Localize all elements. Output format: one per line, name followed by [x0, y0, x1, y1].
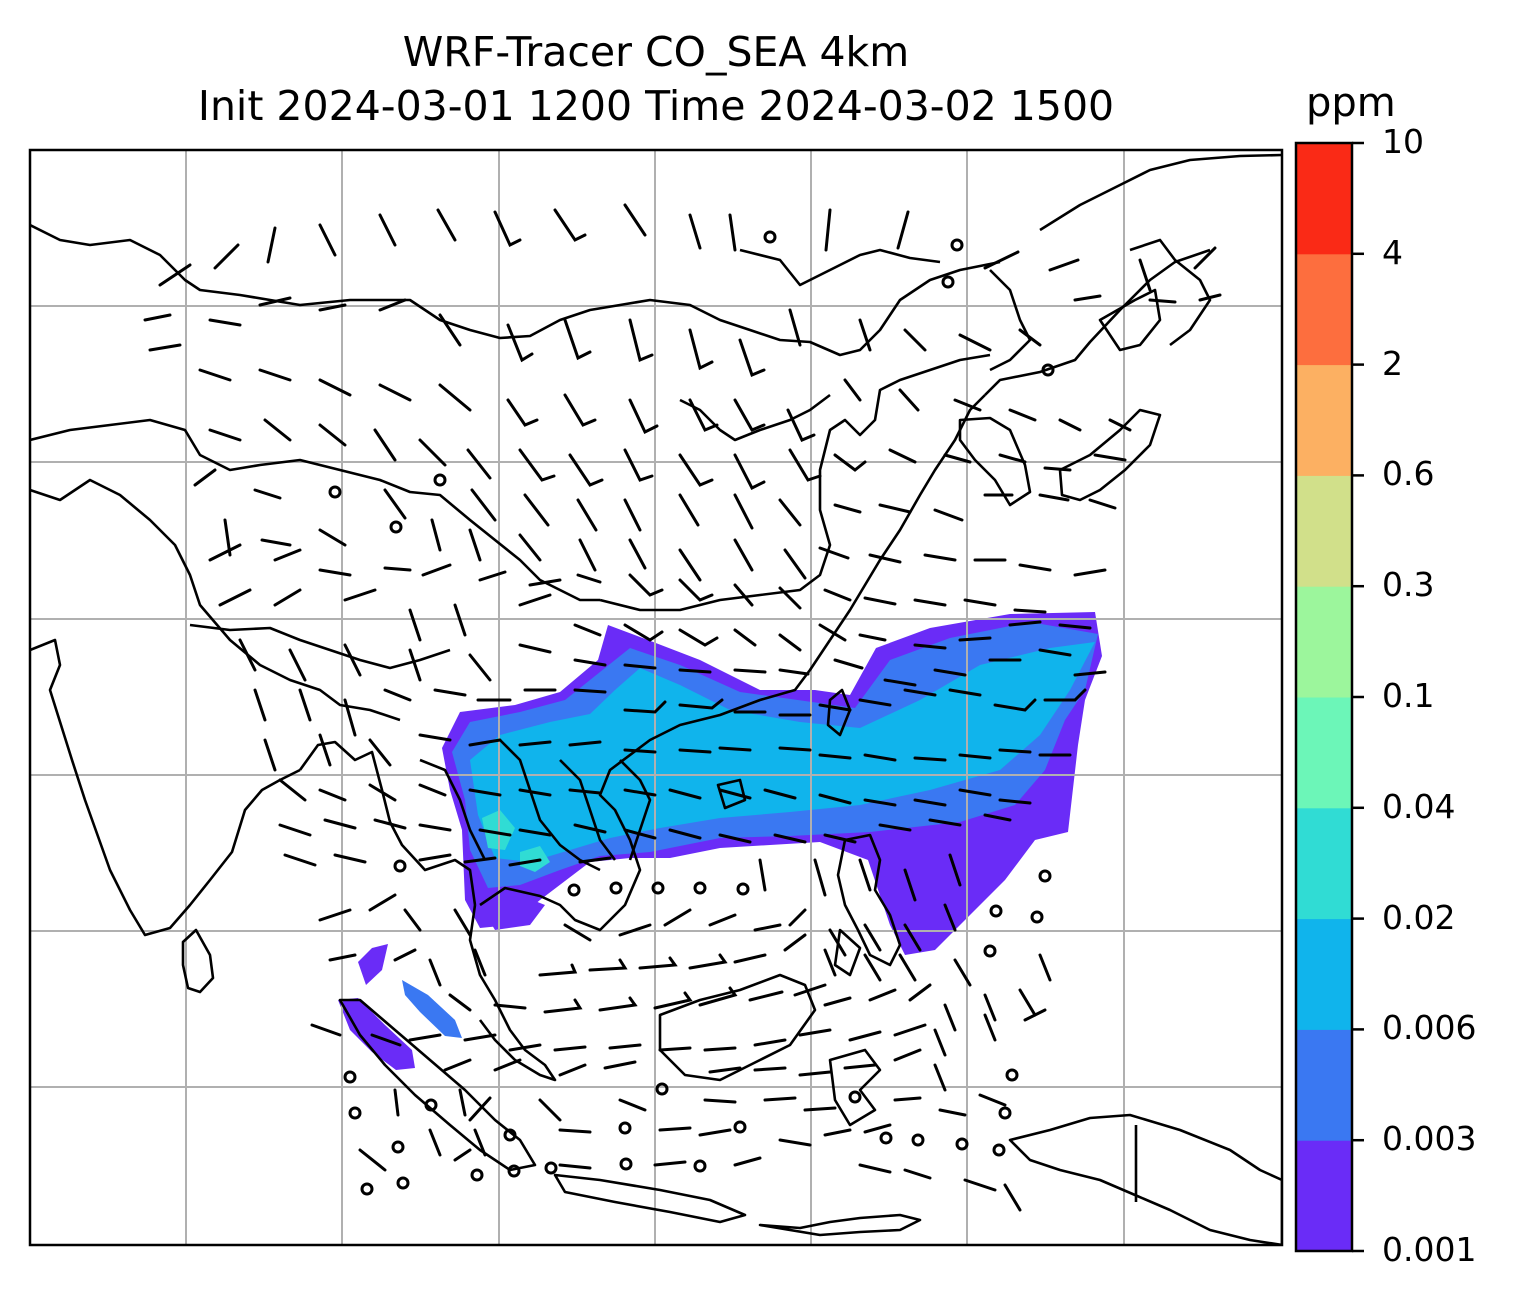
- new-guinea-outline: [1008, 1113, 1282, 1245]
- japan-outline: [1058, 408, 1162, 502]
- colorbar-frame: [1294, 141, 1354, 1253]
- colorbar-tick-label: 0.02: [1382, 897, 1456, 937]
- colorbar-tick-label: 10: [1382, 122, 1424, 161]
- colorbar-tick-label: 0.001: [1382, 1230, 1477, 1269]
- colorbar-unit-label: ppm: [1306, 80, 1396, 126]
- map-frame: [28, 148, 1284, 1247]
- taiwan-outline: [826, 688, 852, 737]
- colorbar-segment: [1296, 1140, 1352, 1252]
- sri-lanka-outline: [181, 928, 215, 994]
- colorbar-segment: [1296, 253, 1352, 366]
- map-title-line1: WRF-Tracer CO_SEA 4km: [402, 28, 910, 76]
- colorbar-segment: [1296, 143, 1352, 255]
- map-title-line2: Init 2024-03-01 1200 Time 2024-03-02 150…: [197, 82, 1115, 130]
- plume-patch-sumatra: [338, 998, 415, 1070]
- sumatra-outline: [338, 998, 537, 1172]
- colorbar-segment: [1296, 807, 1352, 920]
- plume-patch-gulf: [480, 895, 545, 930]
- colorbar-tick-label: 0.3: [1382, 565, 1435, 605]
- plume-patch-andaman: [358, 944, 388, 985]
- colorbar-tick-label: 2: [1382, 343, 1403, 383]
- colorbar-segment: [1296, 697, 1352, 809]
- colorbar-segment: [1296, 1029, 1352, 1141]
- colorbar-tick-label: 0.1: [1382, 676, 1435, 715]
- colorbar-tick-label: 0.6: [1382, 454, 1435, 494]
- plume-level-002b: [520, 846, 550, 872]
- colorbar-segment: [1296, 475, 1352, 587]
- java-outline: [553, 1173, 747, 1224]
- plume-level-0006: [470, 642, 1095, 862]
- colorbar-tick-label: 0.003: [1382, 1119, 1477, 1159]
- korea-outline: [958, 416, 1032, 507]
- colorbar-segment: [1296, 586, 1352, 698]
- colorbar: [1296, 141, 1364, 1253]
- calm-wind-markers: [328, 230, 1055, 1196]
- plume-patch-malacca: [402, 980, 462, 1038]
- colorbar-tick-label: 4: [1382, 232, 1403, 272]
- sulawesi-outline: [828, 1048, 882, 1127]
- hainan-outline: [716, 778, 747, 810]
- philippines-outline: [836, 833, 902, 967]
- wind-barbs: [143, 203, 1222, 1212]
- colorbar-segment: [1296, 918, 1352, 1030]
- colorbar-tick-label: 0.006: [1382, 1008, 1477, 1048]
- map-plot-area: [30, 150, 1282, 1245]
- map-coastlines: [30, 153, 1282, 1245]
- colorbar-segment: [1296, 364, 1352, 476]
- colorbar-tick-label: 0.04: [1382, 786, 1456, 826]
